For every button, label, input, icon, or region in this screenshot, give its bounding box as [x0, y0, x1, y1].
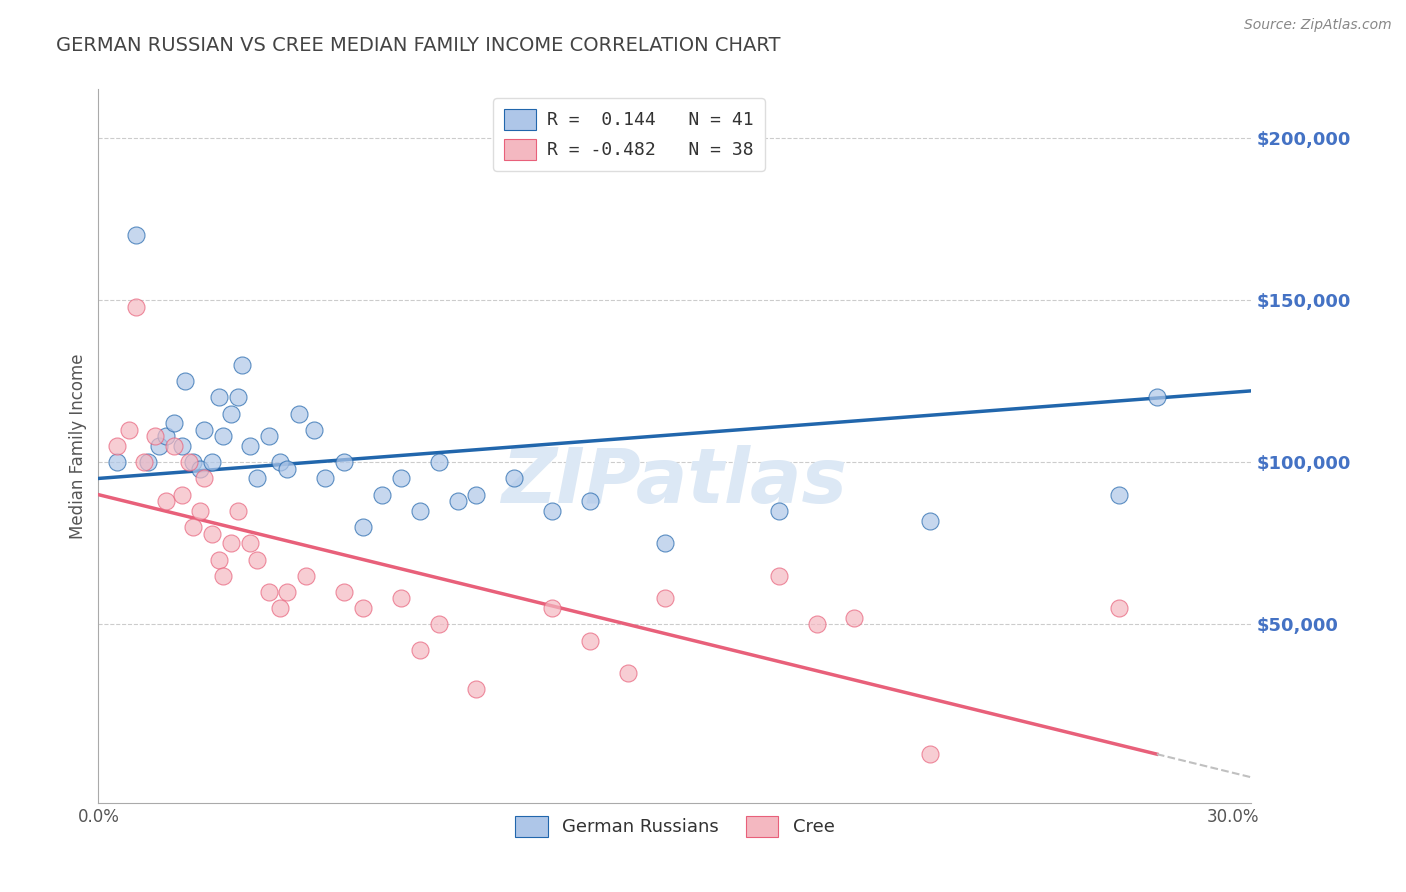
- Point: [352, 601, 374, 615]
- Point: [226, 504, 249, 518]
- Point: [226, 390, 249, 404]
- Point: [302, 423, 325, 437]
- Point: [465, 682, 488, 697]
- Point: [125, 300, 148, 314]
- Point: [118, 423, 141, 437]
- Point: [239, 439, 262, 453]
- Point: [148, 439, 170, 453]
- Point: [170, 488, 193, 502]
- Point: [257, 429, 280, 443]
- Point: [541, 601, 564, 615]
- Point: [768, 504, 790, 518]
- Point: [1146, 390, 1168, 404]
- Point: [155, 429, 177, 443]
- Point: [918, 514, 941, 528]
- Point: [844, 611, 866, 625]
- Point: [269, 601, 291, 615]
- Point: [409, 504, 432, 518]
- Point: [105, 455, 128, 469]
- Point: [155, 494, 177, 508]
- Point: [806, 617, 828, 632]
- Y-axis label: Median Family Income: Median Family Income: [69, 353, 87, 539]
- Point: [219, 536, 242, 550]
- Point: [246, 471, 269, 485]
- Point: [503, 471, 526, 485]
- Point: [246, 552, 269, 566]
- Legend: German Russians, Cree: German Russians, Cree: [508, 808, 842, 844]
- Point: [170, 439, 193, 453]
- Point: [333, 455, 356, 469]
- Point: [201, 526, 224, 541]
- Point: [918, 747, 941, 761]
- Point: [579, 494, 602, 508]
- Point: [136, 455, 159, 469]
- Point: [163, 417, 186, 431]
- Point: [190, 461, 212, 475]
- Point: [579, 633, 602, 648]
- Point: [465, 488, 488, 502]
- Point: [287, 407, 309, 421]
- Text: ZIPatlas: ZIPatlas: [502, 445, 848, 518]
- Text: GERMAN RUSSIAN VS CREE MEDIAN FAMILY INCOME CORRELATION CHART: GERMAN RUSSIAN VS CREE MEDIAN FAMILY INC…: [56, 36, 780, 54]
- Point: [654, 536, 676, 550]
- Point: [768, 568, 790, 582]
- Point: [333, 585, 356, 599]
- Point: [132, 455, 155, 469]
- Point: [143, 429, 166, 443]
- Point: [201, 455, 224, 469]
- Point: [1108, 601, 1130, 615]
- Point: [541, 504, 564, 518]
- Point: [219, 407, 242, 421]
- Point: [208, 390, 231, 404]
- Point: [181, 455, 204, 469]
- Point: [1108, 488, 1130, 502]
- Point: [208, 552, 231, 566]
- Point: [276, 461, 298, 475]
- Point: [654, 591, 676, 606]
- Point: [371, 488, 394, 502]
- Point: [389, 591, 412, 606]
- Point: [427, 617, 450, 632]
- Point: [269, 455, 291, 469]
- Point: [193, 471, 215, 485]
- Point: [125, 228, 148, 243]
- Point: [276, 585, 298, 599]
- Point: [389, 471, 412, 485]
- Point: [193, 423, 215, 437]
- Point: [174, 374, 197, 388]
- Point: [616, 666, 638, 681]
- Point: [231, 358, 253, 372]
- Point: [409, 643, 432, 657]
- Point: [190, 504, 212, 518]
- Point: [105, 439, 128, 453]
- Point: [314, 471, 336, 485]
- Point: [446, 494, 468, 508]
- Text: Source: ZipAtlas.com: Source: ZipAtlas.com: [1244, 18, 1392, 32]
- Point: [163, 439, 186, 453]
- Point: [295, 568, 318, 582]
- Point: [181, 520, 204, 534]
- Point: [257, 585, 280, 599]
- Point: [352, 520, 374, 534]
- Point: [427, 455, 450, 469]
- Point: [212, 429, 235, 443]
- Point: [239, 536, 262, 550]
- Point: [212, 568, 235, 582]
- Point: [179, 455, 201, 469]
